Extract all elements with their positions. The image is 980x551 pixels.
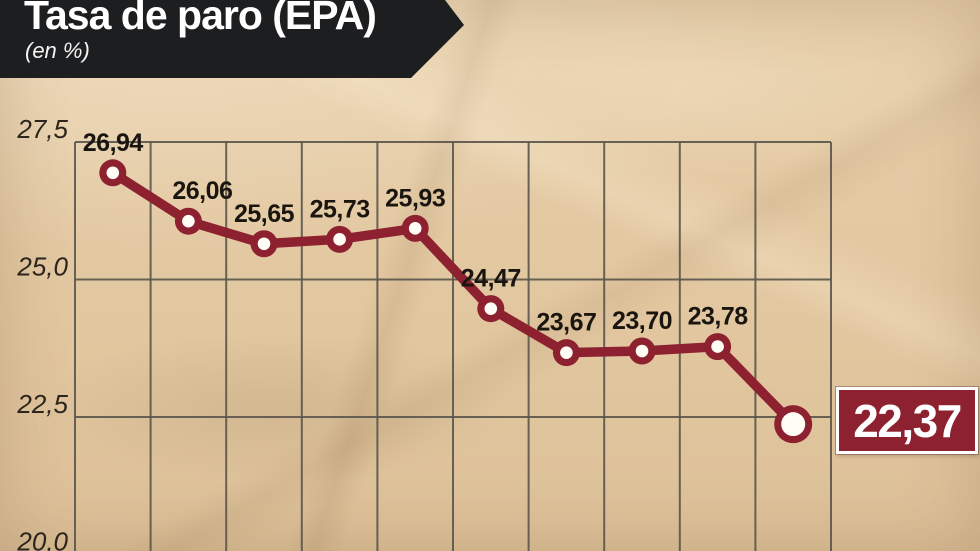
data-point-label: 25,65: [234, 200, 295, 228]
data-point-label: 26,94: [83, 129, 144, 157]
data-point-label: 23,70: [612, 307, 672, 335]
data-point-label: 25,73: [310, 195, 370, 223]
data-point-marker-core: [484, 302, 498, 315]
data-point-label: 25,93: [385, 184, 445, 212]
y-axis-tick-label: 22,5: [16, 389, 68, 419]
y-axis-tick-label: 27,5: [16, 114, 68, 144]
data-point-marker-core: [257, 237, 271, 251]
data-point-marker-core: [408, 222, 422, 235]
data-point-label: 24,47: [461, 265, 521, 293]
data-point-label: 26,06: [172, 177, 232, 205]
title-banner: Tasa de paro (EPA) (en %): [0, 0, 464, 78]
y-axis-tick-label: 25,0: [16, 252, 68, 282]
data-point-marker-core: [711, 340, 724, 353]
data-point-marker-core: [182, 214, 195, 228]
highlight-value-box: 22,37: [836, 387, 978, 454]
highlight-value: 22,37: [853, 394, 962, 447]
chart-title: Tasa de paro (EPA): [24, 0, 377, 38]
data-point-marker-core: [635, 344, 649, 358]
data-point-marker-core: [781, 412, 806, 437]
y-axis-tick-label: 20,0: [16, 527, 68, 551]
data-point-marker-core: [560, 346, 573, 359]
data-point-label: 23,78: [688, 303, 749, 331]
data-point-marker-core: [333, 233, 346, 246]
data-point-marker-core: [106, 166, 120, 180]
trend-line: [108, 168, 798, 429]
chart-unit-label: (en %): [25, 38, 90, 63]
data-point-label: 23,67: [536, 309, 596, 337]
